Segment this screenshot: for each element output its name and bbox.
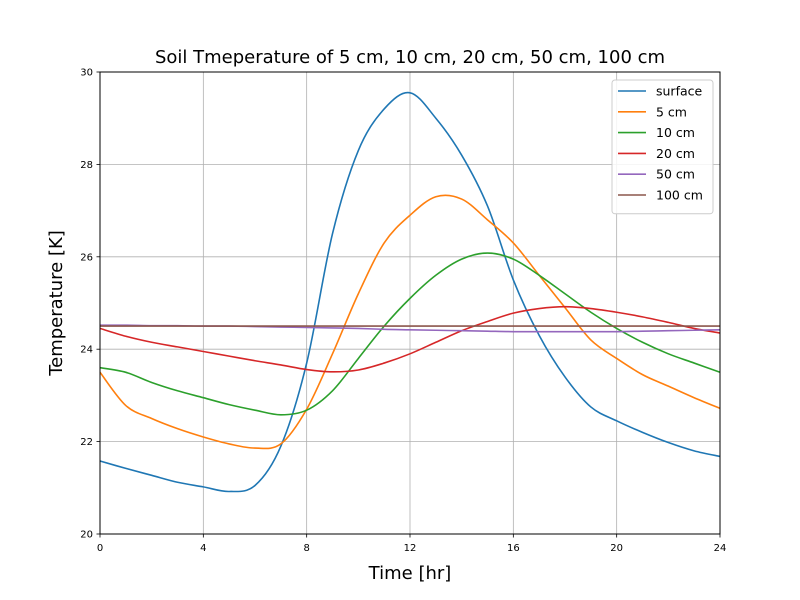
- y-tick-label: 26: [80, 252, 93, 263]
- y-tick-label: 30: [80, 68, 93, 79]
- legend-label: 50 cm: [656, 167, 695, 182]
- x-tick-label: 24: [714, 543, 727, 554]
- x-tick-label: 16: [507, 543, 520, 554]
- x-tick-label: 8: [303, 543, 309, 554]
- y-tick-label: 24: [80, 345, 93, 356]
- chart-title: Soil Tmeperature of 5 cm, 10 cm, 20 cm, …: [155, 47, 665, 68]
- legend-box: [611, 79, 714, 215]
- y-axis-label: Temperature [K]: [46, 230, 67, 377]
- legend: surface 5 cm 10 cm 20 cm 50 cm 100 cm: [611, 79, 714, 215]
- x-tick-label: 20: [610, 543, 623, 554]
- y-tick-label: 20: [80, 530, 93, 541]
- legend-label: 10 cm: [656, 125, 695, 140]
- series-layer: [99, 91, 721, 493]
- legend-label: surface: [656, 84, 703, 99]
- y-tick-label: 28: [80, 160, 93, 171]
- x-tick-label: 12: [404, 543, 417, 554]
- y-tick-label: 22: [80, 437, 93, 448]
- legend-label: 5 cm: [656, 104, 687, 119]
- axis-ticks: 0 4 8 12 16 20 24 20 22 24 26 28 30: [80, 68, 726, 555]
- series-line-surface: [99, 91, 721, 493]
- legend-label: 20 cm: [656, 146, 695, 161]
- legend-label: 100 cm: [656, 188, 703, 203]
- series-line-10-cm: [99, 252, 721, 416]
- series-line-5-cm: [99, 194, 721, 450]
- x-tick-label: 4: [200, 543, 206, 554]
- x-tick-label: 0: [97, 543, 103, 554]
- x-axis-label: Time [hr]: [368, 563, 452, 584]
- series-line-20-cm: [99, 305, 721, 373]
